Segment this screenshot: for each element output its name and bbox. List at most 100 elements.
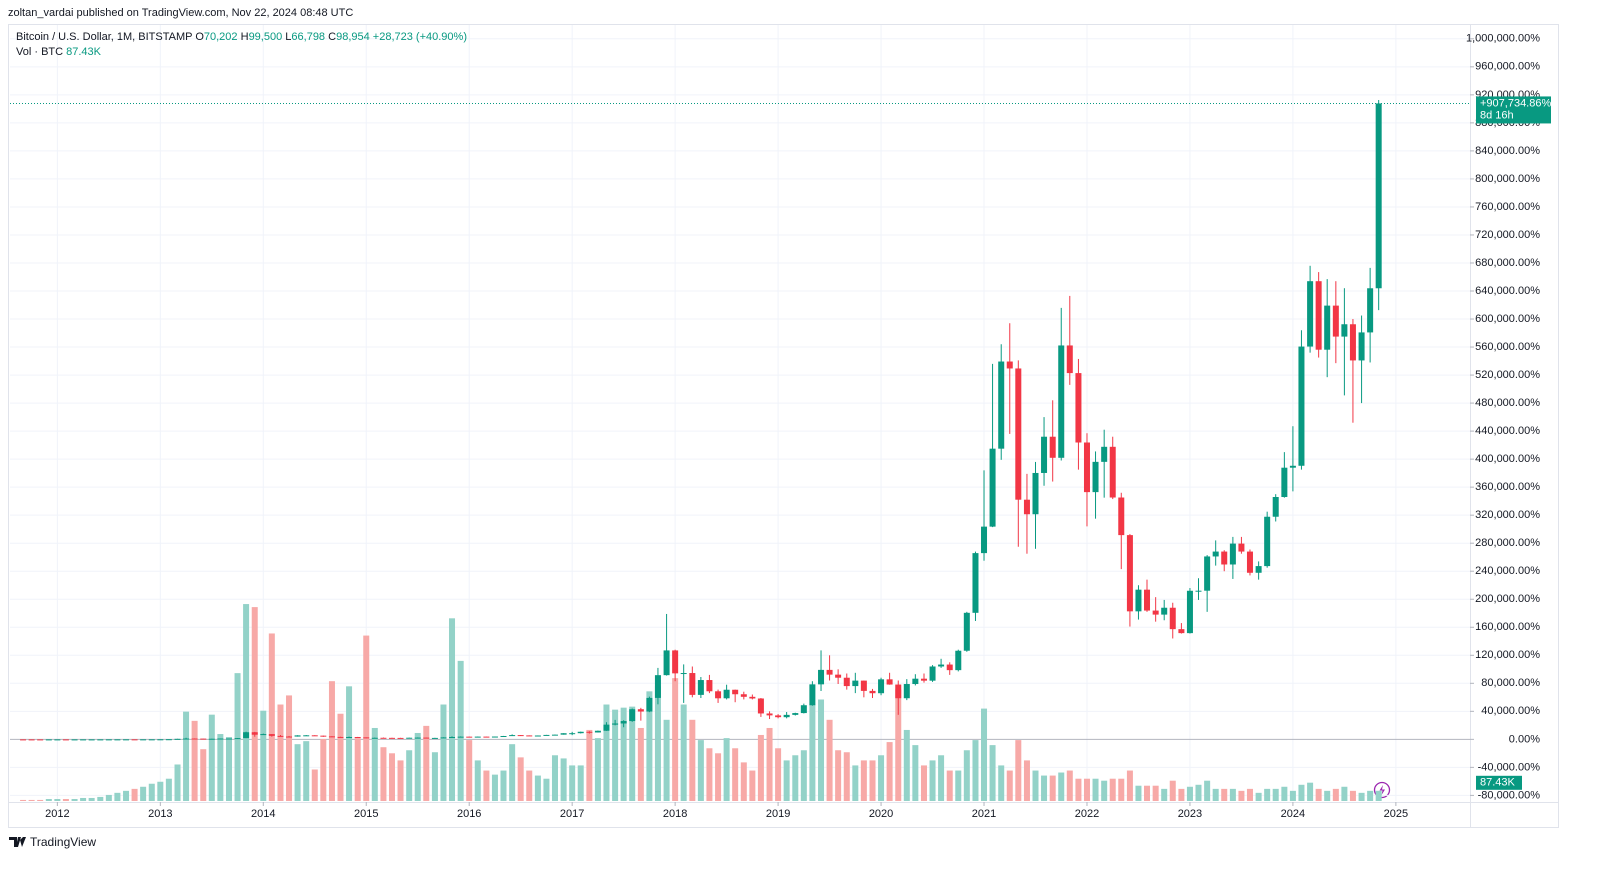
volume-bar — [1135, 785, 1142, 801]
candle-body — [1075, 373, 1082, 443]
volume-bar — [1083, 778, 1090, 801]
candle-body — [706, 680, 713, 692]
candle-body — [491, 736, 498, 738]
candle-body — [243, 732, 250, 739]
candle-body — [920, 678, 927, 681]
candle-body — [903, 684, 910, 699]
candle-body — [826, 669, 833, 675]
candle-body — [200, 738, 207, 740]
volume-bar — [706, 748, 713, 801]
y-tick-label: 800,000.00% — [1475, 173, 1540, 185]
volume-bar — [474, 760, 481, 801]
candle-body — [97, 739, 104, 741]
x-tick-label: 2025 — [1384, 808, 1408, 820]
candle-body — [346, 736, 353, 738]
candle-body — [414, 737, 421, 739]
candle-body — [268, 734, 275, 736]
candle-body — [449, 736, 456, 738]
candle-body — [1315, 281, 1322, 350]
candle-body — [1041, 436, 1048, 473]
volume-bar — [989, 745, 996, 801]
candle-body — [603, 724, 610, 731]
volume-bar — [963, 750, 970, 801]
x-tick-label: 2017 — [560, 808, 584, 820]
volume-bar — [157, 781, 164, 801]
volume-bar — [809, 704, 816, 801]
x-tick-label: 2014 — [251, 808, 275, 820]
volume-bar — [491, 774, 498, 801]
y-tick-label: 240,000.00% — [1475, 565, 1540, 577]
candle-body — [1272, 497, 1279, 517]
volume-bar — [723, 738, 730, 801]
volume-bar — [955, 770, 962, 801]
volume-bar — [183, 711, 190, 801]
volume-bar — [71, 799, 78, 801]
grid — [10, 25, 1470, 801]
y-tick-label: 720,000.00% — [1475, 229, 1540, 241]
volume-bar — [397, 760, 404, 801]
candle-body — [560, 733, 567, 735]
volume-bar — [732, 748, 739, 801]
volume-bar — [483, 770, 490, 801]
candle-body — [131, 739, 138, 741]
volume-bar — [140, 786, 147, 801]
ohlc-value: 98,954 — [336, 31, 370, 43]
candle-body — [1092, 461, 1099, 493]
candle-body — [757, 698, 764, 714]
volume-bar — [37, 799, 44, 801]
candle-body — [431, 737, 438, 739]
volume-bar — [363, 635, 370, 801]
symbol: Bitcoin / U.S. Dollar, 1M, BITSTAMP — [16, 31, 193, 43]
last-price-label: +907,734.86% — [1480, 97, 1551, 109]
candle-body — [397, 737, 404, 739]
candle-body — [320, 735, 327, 737]
candle-body — [895, 684, 902, 699]
volume-bar — [148, 783, 155, 801]
volume-bar — [1238, 790, 1245, 801]
candle-body — [1109, 446, 1116, 498]
candle-body — [37, 739, 44, 741]
candle-body — [123, 739, 130, 741]
candle-body — [140, 739, 147, 741]
candle-body — [1307, 281, 1314, 347]
ohlc-key: L — [285, 31, 292, 43]
volume-bar — [603, 704, 610, 801]
volume-bar — [1264, 788, 1271, 801]
volume-bar — [1152, 785, 1159, 801]
volume-bar — [646, 691, 653, 801]
volume-bar — [1032, 770, 1039, 801]
volume-bar — [294, 744, 301, 801]
candle-body — [612, 723, 619, 725]
candle-body — [105, 739, 112, 741]
volume-bar — [62, 799, 69, 801]
volume-bar — [346, 686, 353, 801]
volume-bar — [1315, 788, 1322, 801]
y-tick-label: 40,000.00% — [1481, 705, 1540, 717]
y-tick-label: 0.00% — [1509, 733, 1540, 745]
candle-body — [1195, 590, 1202, 592]
candle-body — [1015, 368, 1022, 500]
volume-bar — [449, 618, 456, 801]
y-tick-label: 480,000.00% — [1475, 397, 1540, 409]
volume-bar — [217, 734, 224, 801]
volume-bar — [1298, 784, 1305, 801]
volume-bar — [972, 740, 979, 801]
y-tick-label: 400,000.00% — [1475, 453, 1540, 465]
volume-bar — [697, 740, 704, 801]
candle-body — [1349, 324, 1356, 361]
volume-bar — [260, 710, 267, 801]
volume-bar — [818, 699, 825, 801]
candle-body — [723, 689, 730, 699]
volume-bar — [311, 769, 318, 801]
candle-body — [1229, 543, 1236, 565]
volume-bar — [1101, 780, 1108, 801]
y-tick-label: 880,000.00% — [1475, 117, 1540, 129]
candle-body — [1032, 472, 1039, 515]
candle-body — [998, 361, 1005, 449]
y-tick-label: 160,000.00% — [1475, 621, 1540, 633]
candle-body — [251, 732, 258, 735]
candle-body — [165, 739, 172, 741]
candle-body — [62, 739, 69, 741]
legend-line: Bitcoin / U.S. Dollar, 1M, BITSTAMP O70,… — [16, 31, 467, 43]
volume-bar — [1058, 772, 1065, 801]
